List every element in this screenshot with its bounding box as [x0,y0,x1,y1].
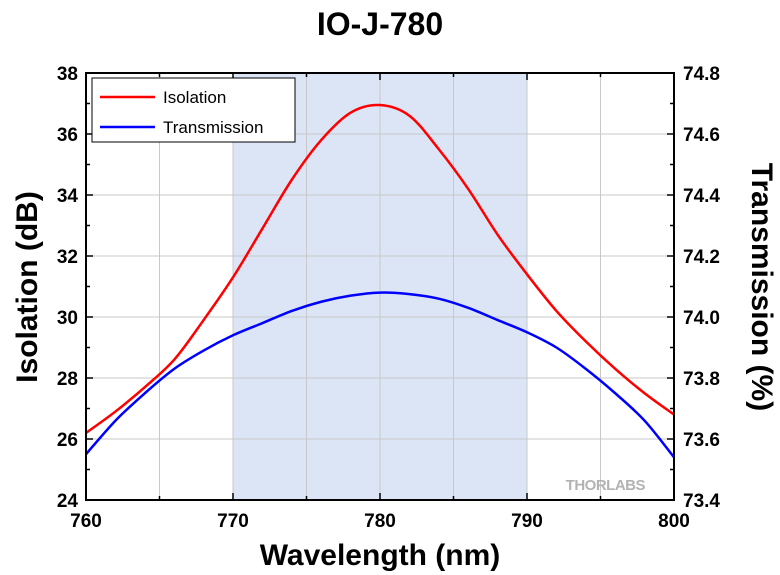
y-axis-title: Isolation (dB) [11,191,44,383]
x-tick-label: 790 [511,511,543,532]
y-tick-label: 32 [57,247,78,268]
y2-tick-label: 74.0 [683,308,720,329]
series-line-transmission [85,291,675,459]
y-tick-label: 38 [57,64,78,85]
y-tick-label: 28 [57,369,78,390]
ticks: 760 770 780 790 800 24 26 28 30 32 34 36 38 73.4 73.6 7… [57,64,721,532]
y2-tick-label: 74.6 [683,125,720,146]
x-axis-title: Wavelength (nm) [260,539,501,572]
series-line-isolation [85,103,675,434]
y2-axis-title: Transmission (%) [745,163,778,411]
legend-label-isolation: Isolation [163,88,226,107]
y2-tick-label: 73.6 [683,430,720,451]
thorlabs-watermark: THORLABS [566,477,646,494]
y-tick-label: 36 [57,125,78,146]
x-tick-label: 770 [217,511,249,532]
y2-tick-label: 74.2 [683,247,720,268]
y-tick-label: 24 [57,491,79,512]
y-tick-label: 30 [57,308,78,329]
legend-box [91,77,296,143]
series-layer [85,103,675,459]
legend-label-transmission: Transmission [163,118,263,137]
x-tick-label: 800 [658,511,690,532]
y-tick-label: 26 [57,430,78,451]
chart-title: IO-J-780 [317,6,443,42]
y2-tick-label: 74.4 [683,186,720,207]
x-tick-label: 760 [70,511,102,532]
y2-tick-label: 73.4 [683,491,720,512]
x-tick-label: 780 [364,511,396,532]
y2-tick-label: 73.8 [683,369,720,390]
y-tick-label: 34 [57,186,79,207]
y2-tick-label: 74.8 [683,64,720,85]
legend: Isolation Transmission [91,77,296,143]
